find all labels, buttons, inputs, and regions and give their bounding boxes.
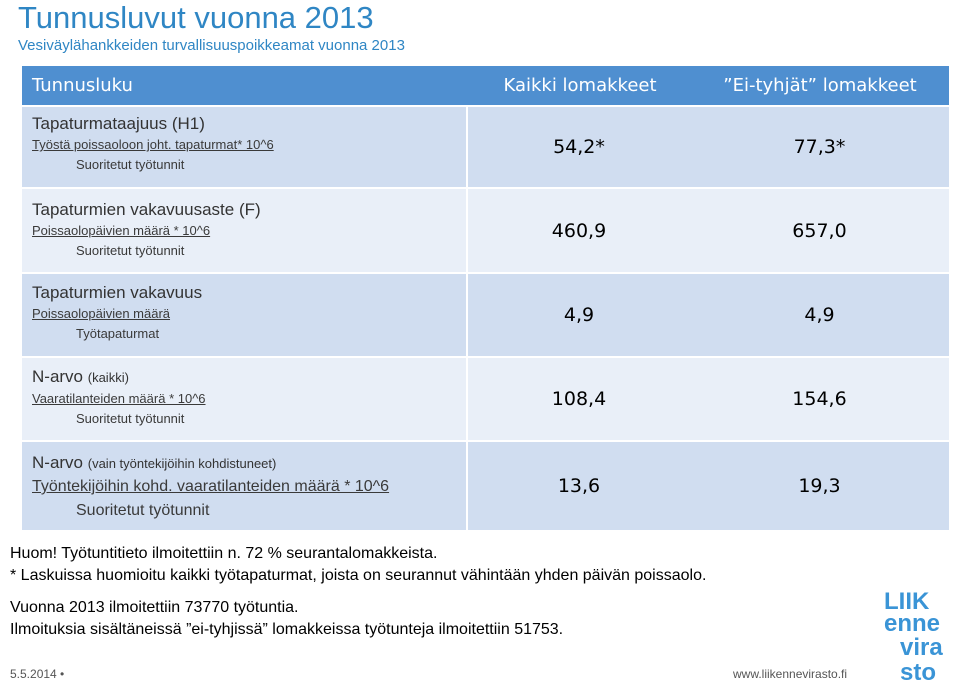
- value-nonempty: 4,9: [804, 304, 835, 326]
- metric-cell: N-arvo (vain työntekijöihin kohdistuneet…: [22, 442, 468, 530]
- value-nonempty: 19,3: [798, 475, 841, 497]
- metric-title: Tapaturmataajuus (H1): [32, 114, 205, 133]
- footer-url: www.liikennevirasto.fi: [733, 667, 848, 681]
- page-subtitle: Vesiväylähankkeiden turvallisuuspoikkeam…: [18, 37, 405, 54]
- metric-denominator: Suoritetut työtunnit: [76, 411, 185, 426]
- note-line: Ilmoituksia sisältäneissä ”ei-tyhjissä” …: [10, 621, 564, 638]
- value-nonempty: 657,0: [792, 219, 847, 242]
- metric-denominator: Suoritetut työtunnit: [76, 243, 185, 258]
- metric-title-line: N-arvo (vain työntekijöihin kohdistuneet…: [32, 452, 466, 475]
- metric-numerator: Työntekijöihin kohd. vaaratilanteiden mä…: [32, 478, 390, 495]
- metric-title: N-arvo: [32, 367, 84, 386]
- metric-title: N-arvo: [32, 453, 84, 472]
- table-row: Tapaturmataajuus (H1) Työstä poissaoloon…: [22, 107, 949, 187]
- logo-line-3: vira: [900, 634, 943, 661]
- note-line: * Laskuissa huomioitu kaikki työtapaturm…: [10, 567, 707, 584]
- note-line: Vuonna 2013 ilmoitettiin 73770 työtuntia…: [10, 599, 299, 616]
- logo-line-1: LIIK: [884, 588, 930, 615]
- metric-numerator: Vaaratilanteiden määrä * 10^6: [32, 391, 206, 406]
- notes: Huom! Työtuntitieto ilmoitettiin n. 72 %…: [10, 543, 706, 641]
- metric-denominator: Työtapaturmat: [76, 326, 160, 341]
- table-header: Tunnusluku Kaikki lomakkeet ”Ei-tyhjät” …: [22, 66, 949, 105]
- column-header-nonempty: ”Ei-tyhjät” lomakkeet: [723, 75, 917, 96]
- metric-numerator: Poissaolopäivien määrä: [32, 306, 171, 321]
- value-all: 13,6: [557, 475, 601, 497]
- table-row: N-arvo (vain työntekijöihin kohdistuneet…: [22, 442, 949, 530]
- value-nonempty: 154,6: [792, 388, 847, 410]
- metric-numerator: Työstä poissaoloon joht. tapaturmat* 10^…: [32, 137, 274, 152]
- table-row: Tapaturmien vakavuusaste (F) Poissaolopä…: [22, 189, 949, 272]
- metric-cell: Tapaturmien vakavuusaste (F) Poissaolopä…: [22, 189, 468, 272]
- column-header-all: Kaikki lomakkeet: [503, 75, 657, 96]
- metric-cell: N-arvo (kaikki) Vaaratilanteiden määrä *…: [22, 358, 468, 440]
- value-all: 460,9: [551, 219, 607, 242]
- value-all: 54,2*: [553, 136, 605, 158]
- metric-title-line: N-arvo (kaikki): [32, 366, 466, 389]
- liikennevirasto-logo: LIIK enne vira sto: [884, 588, 943, 685]
- metric-title-note: (kaikki): [87, 370, 129, 385]
- page-title: Tunnusluvut vuonna 2013: [18, 0, 374, 35]
- table-row: N-arvo (kaikki) Vaaratilanteiden määrä *…: [22, 358, 949, 440]
- metrics-table: Tunnusluku Kaikki lomakkeet ”Ei-tyhjät” …: [22, 66, 949, 530]
- metric-title: Tapaturmien vakavuusaste (F): [32, 200, 261, 219]
- column-header-metric: Tunnusluku: [32, 75, 133, 96]
- metric-cell: Tapaturmien vakavuus Poissaolopäivien mä…: [22, 274, 468, 356]
- metric-title: Tapaturmien vakavuus: [32, 283, 203, 302]
- value-all: 4,9: [563, 304, 595, 326]
- metric-title-note: (vain työntekijöihin kohdistuneet): [87, 456, 277, 471]
- note-line: Huom! Työtuntitieto ilmoitettiin n. 72 %…: [10, 545, 438, 562]
- metric-denominator: Suoritetut työtunnit: [76, 502, 210, 519]
- metric-cell: Tapaturmataajuus (H1) Työstä poissaoloon…: [22, 107, 468, 187]
- logo-line-4: sto: [900, 659, 936, 685]
- footer-date: 5.5.2014 •: [10, 667, 65, 681]
- table-row: Tapaturmien vakavuus Poissaolopäivien mä…: [22, 274, 949, 356]
- metric-numerator: Poissaolopäivien määrä * 10^6: [32, 223, 211, 238]
- value-all: 108,4: [551, 388, 607, 410]
- metric-denominator: Suoritetut työtunnit: [76, 157, 185, 172]
- value-nonempty: 77,3*: [793, 136, 846, 158]
- logo-line-2: enne: [884, 610, 940, 637]
